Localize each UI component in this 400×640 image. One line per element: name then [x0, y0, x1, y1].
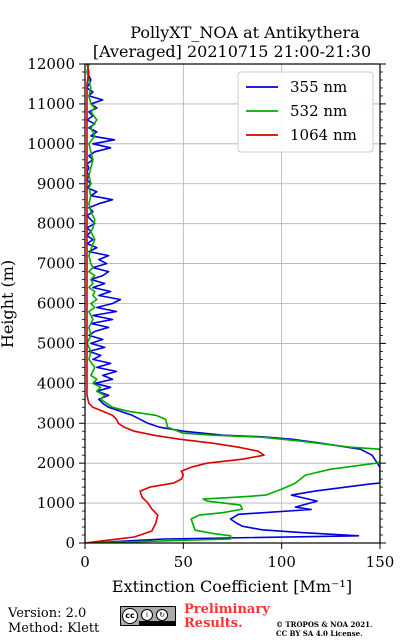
- y-tick-label: 10000: [27, 135, 75, 153]
- x-tick-label: 0: [80, 553, 90, 571]
- y-tick-label: 4000: [37, 374, 75, 392]
- axis-ticks: 0100020003000400050006000700080009000100…: [27, 55, 394, 571]
- x-axis-label: Extinction Coefficient [Mm⁻¹]: [112, 577, 352, 596]
- y-tick-label: 2000: [37, 454, 75, 472]
- x-tick-label: 100: [267, 553, 296, 571]
- y-tick-label: 9000: [37, 175, 75, 193]
- preliminary-line1: Preliminary: [184, 602, 270, 617]
- legend-label: 1064 nm: [290, 126, 357, 144]
- y-tick-label: 3000: [37, 414, 75, 432]
- license-strip: [139, 621, 176, 626]
- series-line-2: [85, 64, 265, 543]
- x-tick-label: 150: [366, 553, 395, 571]
- copyright-notice: © TROPOS & NOA 2021. CC BY SA 4.0 Licens…: [276, 620, 372, 638]
- y-tick-label: 5000: [37, 334, 75, 352]
- by-person-icon: i: [141, 609, 153, 621]
- y-tick-label: 6000: [37, 295, 75, 313]
- y-tick-label: 12000: [27, 55, 75, 73]
- preliminary-notice: Preliminary Results.: [184, 603, 270, 631]
- y-tick-label: 0: [65, 534, 75, 552]
- footer-info: Version: 2.0 Method: Klett: [8, 606, 99, 636]
- method-text: Method: Klett: [8, 621, 100, 636]
- extinction-chart: PollyXT_NOA at Antikythera [Averaged] 20…: [0, 23, 394, 596]
- chart-subtitle: [Averaged] 20210715 21:00-21:30: [93, 42, 371, 61]
- legend-label: 532 nm: [290, 102, 347, 120]
- x-tick-label: 50: [174, 553, 193, 571]
- y-tick-label: 1000: [37, 494, 75, 512]
- cc-logo-icon: cc: [122, 608, 138, 624]
- copyright-line2: CC BY SA 4.0 License.: [276, 629, 363, 638]
- preliminary-line2: Results.: [184, 616, 243, 631]
- y-tick-label: 7000: [37, 255, 75, 273]
- series-layer: [85, 64, 380, 543]
- y-tick-label: 8000: [37, 215, 75, 233]
- y-axis-label: Height (m): [0, 260, 17, 348]
- legend-label: 355 nm: [290, 78, 347, 96]
- share-alike-icon: ↻: [156, 609, 168, 621]
- y-tick-label: 11000: [27, 95, 75, 113]
- cc-by-sa-icon: cc i ↻: [120, 606, 176, 626]
- legend: 355 nm 532 nm 1064 nm: [237, 71, 374, 153]
- chart-title: PollyXT_NOA at Antikythera: [130, 23, 360, 42]
- legend-box: [237, 71, 374, 153]
- copyright-line1: © TROPOS & NOA 2021.: [276, 620, 373, 629]
- version-text: Version: 2.0: [8, 606, 87, 621]
